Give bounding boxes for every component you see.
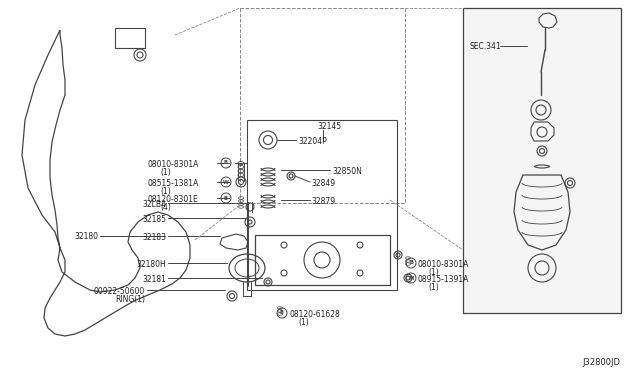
Text: 08515-1381A: 08515-1381A xyxy=(148,179,199,188)
Text: W: W xyxy=(223,180,229,185)
Circle shape xyxy=(287,172,295,180)
Text: 32185: 32185 xyxy=(142,215,166,224)
Text: (1): (1) xyxy=(160,187,171,196)
Circle shape xyxy=(221,158,231,168)
Text: (1): (1) xyxy=(428,283,439,292)
Circle shape xyxy=(406,258,416,268)
Text: 08010-8301A: 08010-8301A xyxy=(148,160,200,169)
Text: 32145: 32145 xyxy=(317,122,341,131)
Text: 32849: 32849 xyxy=(311,179,335,188)
Text: 32181: 32181 xyxy=(142,275,166,284)
Text: (1): (1) xyxy=(428,268,439,277)
Bar xyxy=(115,28,145,48)
Circle shape xyxy=(221,193,231,203)
Text: 32180H: 32180H xyxy=(136,260,166,269)
Text: (1): (1) xyxy=(298,318,308,327)
Text: 32879: 32879 xyxy=(311,197,335,206)
Text: RING(1): RING(1) xyxy=(115,295,145,304)
Circle shape xyxy=(221,177,231,187)
Text: SEC.341: SEC.341 xyxy=(469,42,500,51)
Text: 08010-8301A: 08010-8301A xyxy=(417,260,468,269)
Text: 32183: 32183 xyxy=(142,233,166,242)
Circle shape xyxy=(277,308,287,318)
Text: J32800JD: J32800JD xyxy=(582,358,620,367)
Bar xyxy=(255,235,390,285)
Text: 32850N: 32850N xyxy=(332,167,362,176)
Bar xyxy=(463,8,621,313)
Text: B: B xyxy=(224,160,228,166)
Text: 08120-8301E: 08120-8301E xyxy=(148,195,199,204)
Text: (1): (1) xyxy=(160,168,171,177)
Text: B: B xyxy=(280,311,284,315)
Bar xyxy=(240,8,405,203)
Bar xyxy=(247,120,397,290)
Text: (4): (4) xyxy=(160,203,171,212)
Text: 32LB4: 32LB4 xyxy=(142,200,166,209)
Text: B: B xyxy=(224,196,228,201)
Text: 00922-50600: 00922-50600 xyxy=(93,287,145,296)
Text: 32204P: 32204P xyxy=(298,137,327,146)
Text: 08120-61628: 08120-61628 xyxy=(289,310,340,319)
Text: 08915-1391A: 08915-1391A xyxy=(417,275,468,284)
Circle shape xyxy=(406,273,416,283)
Text: M: M xyxy=(408,276,413,280)
Text: 32180: 32180 xyxy=(74,232,98,241)
Text: B: B xyxy=(409,260,413,266)
